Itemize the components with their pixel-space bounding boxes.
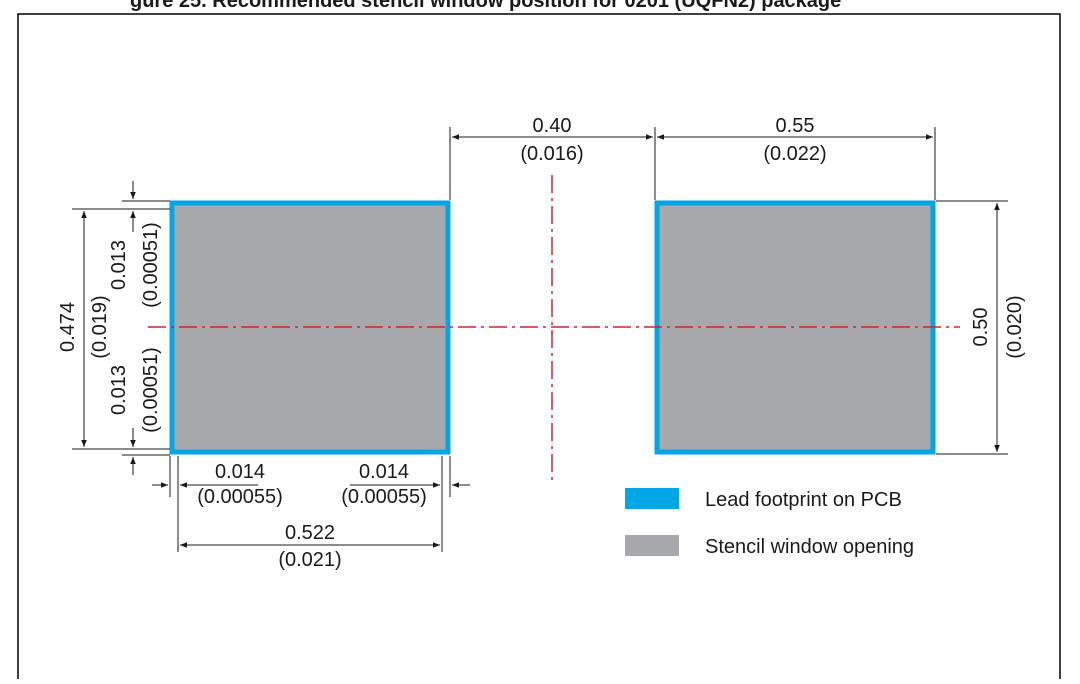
stencil-height-mm: 0.474: [57, 302, 79, 352]
inset-right-mm: 0.014: [359, 461, 409, 483]
inset-top-inch: (0.00051): [140, 222, 162, 308]
legend-swatch-lead-footprint: [625, 488, 679, 509]
stencil-width-mm: 0.522: [285, 522, 335, 544]
inset-right-inch: (0.00055): [341, 486, 427, 508]
figure-frame: [17, 13, 1061, 684]
dimension-pad-gap: [449, 127, 656, 200]
inset-left-inch: (0.00055): [197, 486, 283, 508]
legend-swatch-stencil-window: [625, 535, 679, 556]
dimension-pad-width-right: [657, 127, 936, 200]
pad-width-right-inch: (0.022): [763, 143, 826, 165]
inset-left-mm: 0.014: [215, 461, 265, 483]
dimension-bottom-extensions: [169, 456, 451, 552]
figure-caption: gure 25. Recommended stencil window posi…: [130, 0, 841, 12]
stencil-width-inch: (0.021): [278, 549, 341, 571]
pad-height-right-inch: (0.020): [1004, 295, 1026, 358]
inset-bottom-mm: 0.013: [108, 365, 130, 415]
pad-height-right-mm: 0.50: [970, 308, 992, 347]
pad-gap-mm: 0.40: [533, 115, 572, 137]
inset-top-mm: 0.013: [108, 240, 130, 290]
inset-bottom-inch: (0.00051): [140, 347, 162, 433]
dimension-pad-height-right: [936, 200, 1008, 455]
stencil-height-inch: (0.019): [89, 295, 111, 358]
dimension-stencil-height: [72, 200, 170, 456]
legend-label-stencil-window: Stencil window opening: [705, 536, 914, 558]
pad-gap-inch: (0.016): [520, 143, 583, 165]
legend-label-lead-footprint: Lead footprint on PCB: [705, 489, 902, 511]
pad-width-right-mm: 0.55: [776, 115, 815, 137]
